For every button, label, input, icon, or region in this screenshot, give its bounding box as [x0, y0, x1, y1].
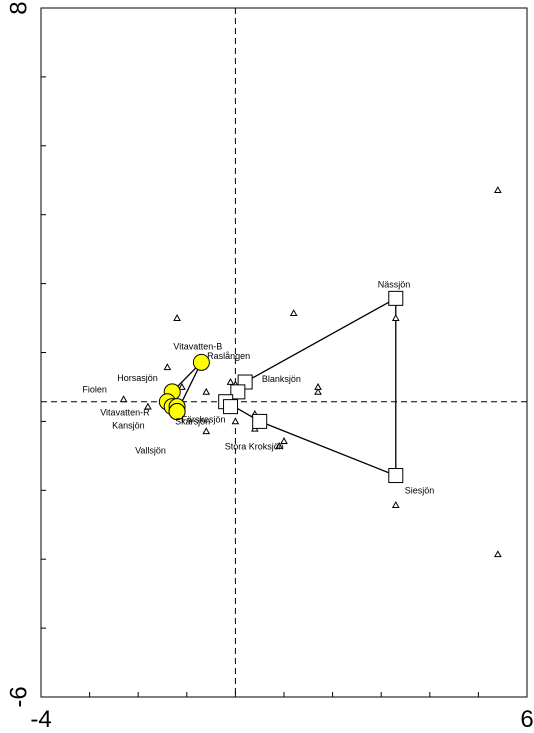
site-label: Skärsjön: [175, 417, 210, 427]
species-point: [493, 186, 502, 193]
site-label: Färskesjön: [182, 415, 226, 425]
axes: [40, 7, 528, 698]
species-point: [231, 417, 240, 425]
y-tick-label: -6: [6, 686, 33, 707]
site-label: Siesjön: [405, 486, 435, 496]
site-point: [388, 290, 404, 306]
site-points: [158, 290, 404, 484]
site-label: Stora Kroksjön: [225, 441, 284, 451]
species-point: [275, 441, 283, 449]
species-point: [493, 550, 502, 558]
site-label: Vallsjön: [135, 446, 166, 456]
species-point: [314, 382, 322, 390]
site-label: Horsasjön: [117, 373, 158, 383]
site-point: [168, 403, 186, 421]
species-point: [202, 387, 211, 395]
species-point: [144, 402, 152, 410]
x-tick-label: 6: [520, 706, 533, 733]
site-point: [388, 468, 404, 484]
species-point: [289, 309, 298, 317]
species-point: [178, 382, 186, 390]
site-label: Vitavatten-B: [173, 341, 222, 351]
site-label: Blanksjön: [262, 374, 301, 384]
site-labels: Vitavatten-B Horsasjön Fiolen Vitavatten-R K…: [82, 279, 434, 495]
species-point: [391, 314, 400, 321]
species-point: [280, 437, 288, 444]
species-point: [202, 427, 211, 435]
axis-ticks: -4 6 8 -6: [6, 1, 534, 733]
species-point: [163, 363, 172, 371]
site-label: Nässjön: [378, 279, 411, 289]
y-tick-label: 8: [6, 1, 33, 14]
plot-frame: [40, 7, 528, 698]
site-label: Vitavatten-R: [100, 408, 150, 418]
site-label: Kansjön: [112, 421, 145, 431]
site-point: [252, 413, 268, 429]
species-point: [391, 501, 400, 508]
species-point: [226, 377, 235, 385]
site-label: Raslången: [207, 351, 250, 361]
site-label: Fiolen: [82, 385, 107, 395]
species-points: [119, 186, 502, 558]
species-point: [173, 314, 181, 321]
species-point: [314, 387, 322, 395]
species-point: [119, 395, 128, 403]
site-point: [230, 384, 246, 400]
group-polygons: [171, 297, 397, 477]
site-point: [223, 399, 239, 415]
x-tick-label: -4: [30, 706, 51, 733]
site-point: [192, 353, 210, 371]
